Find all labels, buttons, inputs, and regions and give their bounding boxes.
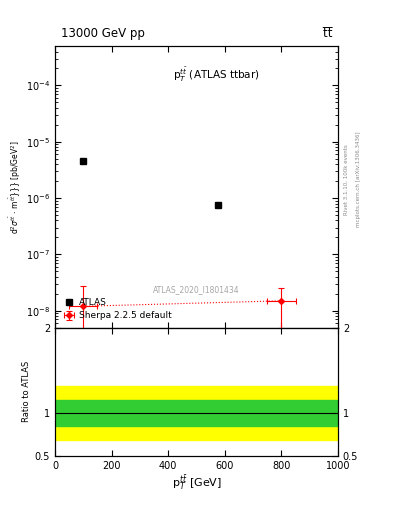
Bar [55, 386, 338, 440]
Legend: ATLAS, Sherpa 2.2.5 default: ATLAS, Sherpa 2.2.5 default [59, 295, 175, 323]
Line: ATLAS: ATLAS [81, 159, 220, 208]
Text: mcplots.cern.ch [arXiv:1306.3436]: mcplots.cern.ch [arXiv:1306.3436] [356, 132, 361, 227]
ATLAS [215, 202, 220, 208]
Text: ATLAS_2020_I1801434: ATLAS_2020_I1801434 [153, 285, 240, 294]
Text: 13000 GeV pp: 13000 GeV pp [61, 28, 145, 40]
Y-axis label: Ratio to ATLAS: Ratio to ATLAS [22, 361, 31, 422]
Text: Rivet 3.1.10, 100k events: Rivet 3.1.10, 100k events [344, 144, 349, 215]
Y-axis label: d$^2\sigma^{t\bar{t}}$ $\cdot$ m$^{t\bar{t}}$}}} [pb/GeV$^2$]: d$^2\sigma^{t\bar{t}}$ $\cdot$ m$^{t\bar… [7, 140, 23, 233]
Text: p$_T^{t\bar{t}}$ (ATLAS ttbar): p$_T^{t\bar{t}}$ (ATLAS ttbar) [173, 66, 260, 84]
Text: t̅t̅: t̅t̅ [323, 28, 332, 40]
X-axis label: p$^{t\bar{t}}_{T}$ [GeV]: p$^{t\bar{t}}_{T}$ [GeV] [171, 473, 222, 492]
Bar [55, 400, 338, 426]
ATLAS [81, 158, 86, 164]
